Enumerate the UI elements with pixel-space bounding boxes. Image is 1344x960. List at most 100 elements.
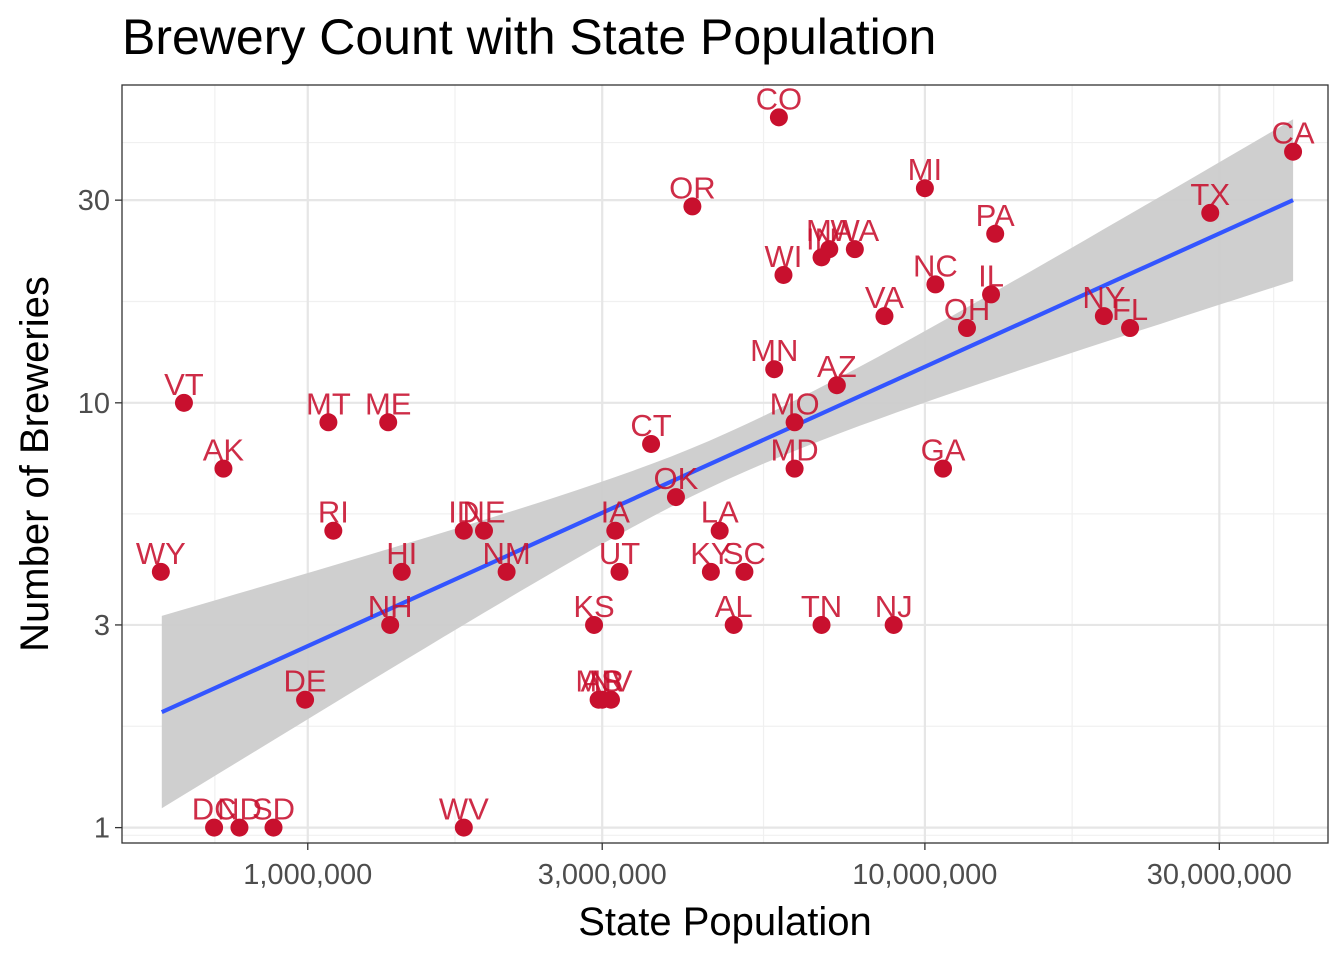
point-label-wa: WA <box>830 213 879 248</box>
data-point-nj <box>884 615 903 634</box>
point-label-nv: NV <box>589 664 632 699</box>
point-label-ma: MA <box>806 213 853 248</box>
point-label-sd: SD <box>252 792 295 827</box>
x-tick-label: 10,000,000 <box>852 859 997 891</box>
point-label-ny: NY <box>1082 280 1125 315</box>
data-point-co <box>769 108 788 127</box>
data-point-hi <box>392 562 411 581</box>
data-point-mo <box>785 413 804 432</box>
data-point-ct <box>642 434 661 453</box>
point-label-ok: OK <box>654 461 699 496</box>
point-label-nc: NC <box>913 248 958 283</box>
x-tick-label: 3,000,000 <box>538 859 667 891</box>
data-point-tx <box>1201 203 1220 222</box>
data-point-ri <box>324 521 343 540</box>
point-label-wv: WV <box>439 792 489 827</box>
point-label-wy: WY <box>136 536 186 571</box>
point-label-mt: MT <box>306 386 351 421</box>
data-point-wy <box>151 562 170 581</box>
point-label-md: MD <box>770 433 818 468</box>
data-point-va <box>875 307 894 326</box>
data-point-la <box>710 521 729 540</box>
data-point-sc <box>735 562 754 581</box>
point-label-ne: NE <box>462 495 505 530</box>
point-label-ar: AR <box>581 664 624 699</box>
point-label-me: ME <box>365 386 412 421</box>
point-label-la: LA <box>701 495 739 530</box>
point-label-tx: TX <box>1190 177 1230 212</box>
point-label-ri: RI <box>318 495 349 530</box>
trend-line-layer <box>160 198 1294 715</box>
point-label-sc: SC <box>723 536 766 571</box>
data-point-nm <box>497 562 516 581</box>
data-point-me <box>379 413 398 432</box>
trend-line <box>160 198 1294 715</box>
point-label-mo: MO <box>770 386 820 421</box>
data-point-nd <box>230 818 249 837</box>
point-label-nm: NM <box>483 536 531 571</box>
point-label-fl: FL <box>1112 292 1148 327</box>
point-label-ak: AK <box>203 433 245 468</box>
data-point-or <box>683 197 702 216</box>
confidence-band <box>161 119 1294 809</box>
point-label-ut: UT <box>599 536 640 571</box>
data-point-oh <box>957 319 976 338</box>
point-label-nj: NJ <box>875 589 913 624</box>
data-point-mn <box>765 360 784 379</box>
point-label-ia: IA <box>601 495 631 530</box>
data-point-ak <box>214 459 233 478</box>
point-label-il: IL <box>978 258 1004 293</box>
point-label-ca: CA <box>1272 116 1315 151</box>
data-point-ut <box>610 562 629 581</box>
point-label-vt: VT <box>164 367 204 402</box>
y-tick-label: 10 <box>78 388 110 420</box>
point-label-ks: KS <box>573 589 614 624</box>
data-point-ks <box>585 615 604 634</box>
data-point-ny <box>1094 307 1113 326</box>
point-label-de: DE <box>284 664 327 699</box>
data-point-mt <box>319 413 338 432</box>
y-tick-label: 3 <box>94 610 110 642</box>
data-point-nv <box>601 690 620 709</box>
x-axis-title: State Population <box>578 900 872 944</box>
point-label-ky: KY <box>690 536 731 571</box>
point-label-co: CO <box>756 81 803 116</box>
data-point-nc <box>926 275 945 294</box>
point-label-ct: CT <box>630 408 671 443</box>
data-point-pa <box>986 224 1005 243</box>
data-point-tn <box>812 615 831 634</box>
data-point-az <box>827 376 846 395</box>
y-tick-label: 30 <box>78 185 110 217</box>
points-layer <box>151 108 1303 837</box>
data-point-ok <box>666 488 685 507</box>
y-axis-title: Number of Breweries <box>13 276 57 652</box>
point-label-mn: MN <box>750 333 798 368</box>
point-label-id: ID <box>448 495 479 530</box>
y-tick-label: 1 <box>94 813 110 845</box>
data-point-al <box>724 615 743 634</box>
data-point-md <box>785 459 804 478</box>
x-tick-label: 1,000,000 <box>243 859 372 891</box>
chart-title: Brewery Count with State Population <box>122 9 937 65</box>
point-label-hi: HI <box>386 536 417 571</box>
data-point-fl <box>1121 319 1140 338</box>
confidence-band-layer <box>161 119 1294 809</box>
panel-border <box>121 84 1329 844</box>
point-label-nd: ND <box>217 792 262 827</box>
data-point-de <box>296 690 315 709</box>
data-point-wa <box>845 240 864 259</box>
point-label-mi: MI <box>908 152 942 187</box>
point-label-dc: DC <box>192 792 237 827</box>
point-label-in: IN <box>806 221 837 256</box>
data-point-wv <box>454 818 473 837</box>
point-label-ga: GA <box>921 433 966 468</box>
data-point-dc <box>205 818 224 837</box>
point-label-va: VA <box>865 280 904 315</box>
point-label-oh: OH <box>944 292 991 327</box>
data-point-ca <box>1284 142 1303 161</box>
point-label-pa: PA <box>976 198 1015 233</box>
x-tick-label: 30,000,000 <box>1147 859 1292 891</box>
data-point-ia <box>606 521 625 540</box>
